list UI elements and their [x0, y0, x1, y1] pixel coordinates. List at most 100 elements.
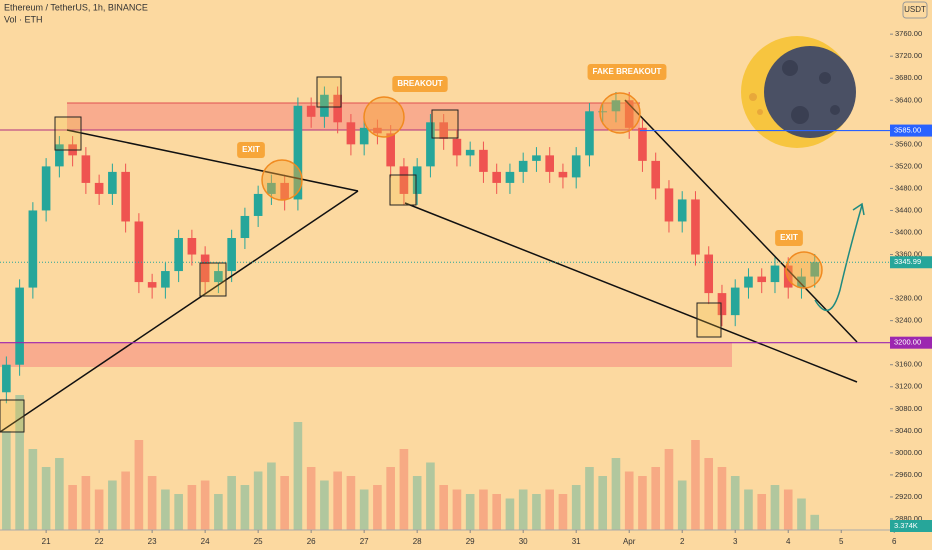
- candle-body: [28, 210, 38, 288]
- x-tick-label: 21: [42, 537, 51, 546]
- volume-bar: [161, 489, 170, 530]
- volume-bar: [333, 471, 342, 530]
- chart-title: Ethereum / TetherUS, 1h, BINANCE: [4, 2, 148, 12]
- y-tick-label: 3480.00: [895, 183, 922, 192]
- volume-bar: [479, 489, 488, 530]
- x-tick-label: 25: [254, 537, 263, 546]
- volume-bar: [664, 449, 674, 530]
- box: [389, 174, 417, 206]
- volume-bar: [41, 467, 51, 530]
- volume-bar: [757, 494, 767, 530]
- candle-body: [810, 262, 820, 277]
- x-tick-label: 30: [519, 537, 528, 546]
- volume-label: 3.374K: [894, 521, 918, 530]
- y-tick-label: 3360.00: [895, 250, 922, 259]
- volume-bar: [399, 449, 409, 530]
- volume-bar: [55, 458, 64, 530]
- candle-body: [797, 276, 806, 288]
- crater: [757, 109, 763, 115]
- volume-bar: [611, 458, 621, 530]
- level-tag: [890, 336, 932, 349]
- volume-bar: [267, 462, 276, 530]
- candle-body: [161, 271, 170, 288]
- candle-body: [399, 166, 409, 194]
- candle-body: [280, 182, 289, 200]
- volume-bar: [412, 476, 422, 530]
- box: [431, 109, 459, 139]
- x-tick-label: 23: [148, 537, 157, 546]
- candle-body: [479, 149, 488, 172]
- candle-body: [346, 122, 356, 145]
- annotation-label: BREAKOUT: [397, 79, 442, 88]
- candle-body: [386, 133, 395, 167]
- candle-body: [187, 238, 197, 255]
- box: [54, 116, 82, 151]
- volume-bar: [810, 514, 820, 530]
- currency: USDT: [904, 5, 926, 14]
- candle-body: [492, 171, 501, 183]
- volume-bar: [677, 480, 687, 530]
- annotation-bubble: [237, 142, 265, 158]
- candle-body: [757, 276, 767, 283]
- candle-body: [15, 287, 24, 365]
- volume-bar: [134, 440, 144, 530]
- volume-bar: [452, 489, 462, 530]
- x-tick-label: 24: [201, 537, 210, 546]
- volume-bar: [174, 494, 183, 530]
- volume-bar: [121, 471, 130, 530]
- y-tick-label: 3720.00: [895, 51, 922, 60]
- volume-bar: [253, 471, 263, 530]
- candle-body: [81, 155, 91, 183]
- candle-body: [717, 293, 727, 316]
- x-tick-label: 3: [733, 537, 738, 546]
- volume-bar: [200, 480, 210, 530]
- y-tick-label: 3680.00: [895, 73, 922, 82]
- candle-body: [214, 271, 223, 283]
- volume-bar: [651, 467, 661, 530]
- last-price-label: 3345.99: [894, 257, 921, 266]
- volume-bar: [704, 458, 714, 530]
- arrow-head: [852, 202, 865, 216]
- candle-body: [558, 171, 568, 178]
- volume-bar: [2, 431, 11, 530]
- candle-body: [41, 166, 51, 211]
- box: [696, 302, 722, 338]
- volume-bar: [147, 476, 157, 530]
- trendline: [0, 190, 359, 433]
- candle-body: [664, 188, 674, 222]
- candle-body: [121, 171, 130, 222]
- level-label: 3585.00: [894, 126, 921, 135]
- y-tick-label: 3440.00: [895, 205, 922, 214]
- box: [0, 399, 25, 433]
- volume-bar: [545, 489, 554, 530]
- x-tick-label: 4: [786, 537, 791, 546]
- candle-body: [412, 166, 422, 194]
- candle-body: [200, 254, 210, 283]
- trendline: [624, 99, 858, 343]
- x-tick-label: 29: [466, 537, 475, 546]
- candle-body: [253, 193, 263, 216]
- x-tick-label: Apr: [623, 537, 636, 546]
- annotation-label: EXIT: [780, 233, 798, 242]
- trendline: [404, 202, 858, 383]
- volume-bar: [770, 485, 780, 530]
- volume-bar: [585, 467, 594, 530]
- highlight: [599, 92, 641, 134]
- volume-bar: [214, 494, 223, 530]
- y-tick-label: 3160.00: [895, 360, 922, 369]
- y-tick-label: 3240.00: [895, 316, 922, 325]
- crater: [749, 93, 757, 101]
- candle-body: [174, 238, 183, 272]
- annotation-bubble: [587, 64, 667, 80]
- candle-body: [333, 94, 342, 123]
- volume-bar: [346, 476, 356, 530]
- volume-bar: [624, 471, 634, 530]
- boxes: [0, 76, 722, 433]
- volume-bar: [68, 485, 77, 530]
- support-zone: [0, 342, 732, 367]
- candle-body: [306, 105, 316, 117]
- candle-body: [624, 100, 634, 128]
- circles: [261, 92, 823, 289]
- x-tick-label: 6: [892, 537, 897, 546]
